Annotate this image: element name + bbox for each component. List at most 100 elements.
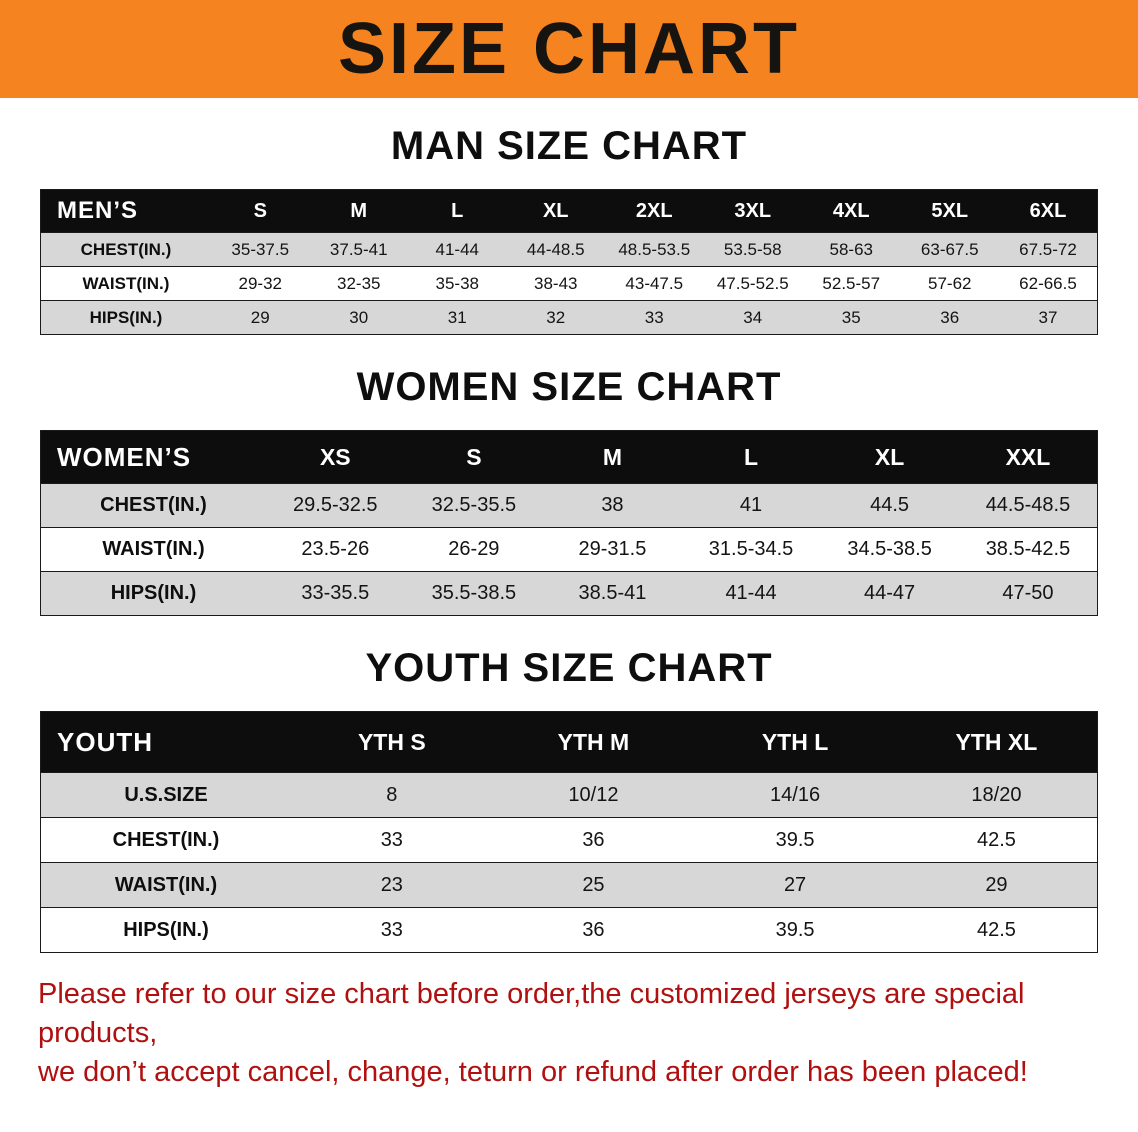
table-row: HIPS(IN.) 29 30 31 32 33 34 35 36 37 — [40, 300, 1098, 335]
row-label-cell: CHEST(IN.) — [80, 239, 172, 259]
table-row: HIPS(IN.) 33-35.5 35.5-38.5 38.5-41 41-44 44-… — [40, 571, 1098, 616]
value-cell: 23 — [380, 873, 403, 896]
value-cell: 33 — [644, 307, 664, 327]
value-cell: 41-44 — [435, 239, 479, 259]
table-row: CHEST(IN.) 29.5-32.5 32.5-35.5 38 41 44.5 44.5… — [40, 483, 1098, 528]
value-cell: 41-44 — [725, 582, 777, 604]
row-label-cell: HIPS(IN.) — [89, 307, 163, 327]
value-cell: 38.5-42.5 — [985, 538, 1071, 560]
table-row: CHEST(IN.) 33 36 39.5 42.5 — [40, 817, 1098, 863]
value-cell: 29-31.5 — [578, 538, 647, 560]
value-cell: 62-66.5 — [1019, 273, 1077, 293]
size-header-cell: YTH M — [492, 711, 695, 773]
row-label-cell: U.S.SIZE — [124, 783, 208, 806]
value-cell: 31.5-34.5 — [708, 538, 794, 560]
table-title-cell: YOUTH — [40, 711, 291, 773]
youth-section-heading: YOUTH SIZE CHART — [365, 646, 773, 690]
size-header-cell: M — [309, 189, 408, 233]
row-label-cell: WAIST(IN.) — [102, 538, 205, 560]
row-label-cell: WAIST(IN.) — [114, 873, 218, 896]
value-cell: 44-47 — [864, 582, 916, 604]
table-row: HIPS(IN.) 33 36 39.5 42.5 — [40, 907, 1098, 953]
value-cell: 44-48.5 — [526, 239, 585, 259]
value-cell: 48.5-53.5 — [618, 239, 691, 259]
value-cell: 10/12 — [568, 783, 619, 806]
table-row: CHEST(IN.) 35-37.5 37.5-41 41-44 44-48.5 48.5… — [40, 232, 1098, 267]
value-cell: 31 — [447, 307, 467, 327]
value-cell: 34.5-38.5 — [847, 538, 932, 560]
value-cell: 18/20 — [971, 783, 1022, 806]
women-size-table: WOMEN’S XS S M L XL XXL CHEST(IN.) 29.5-32.5 32.5… — [40, 430, 1098, 616]
size-header-cell: YTH XL — [895, 711, 1098, 773]
value-cell: 32 — [546, 307, 566, 327]
value-cell: 35-38 — [435, 273, 479, 293]
value-cell: 42.5 — [976, 828, 1016, 851]
value-cell: 35 — [841, 307, 861, 327]
value-cell: 29-32 — [238, 273, 282, 293]
value-cell: 29.5-32.5 — [293, 494, 378, 516]
value-cell: 35-37.5 — [231, 239, 290, 259]
value-cell: 37.5-41 — [329, 239, 388, 259]
size-header-cell: S — [404, 430, 544, 484]
size-header-cell: S — [211, 189, 310, 233]
value-cell: 52.5-57 — [822, 273, 881, 293]
row-label-cell: HIPS(IN.) — [123, 918, 209, 941]
value-cell: 42.5 — [976, 918, 1016, 941]
value-cell: 43-47.5 — [625, 273, 684, 293]
value-cell: 38 — [601, 494, 624, 516]
value-cell: 38.5-41 — [578, 582, 647, 604]
disclaimer-line-1: Please refer to our size chart before or… — [38, 978, 1025, 1050]
value-cell: 33 — [380, 828, 403, 851]
value-cell: 30 — [349, 307, 369, 327]
size-header-cell: YTH S — [291, 711, 493, 773]
value-cell: 33-35.5 — [301, 582, 370, 604]
value-cell: 57-62 — [928, 273, 972, 293]
value-cell: 41 — [739, 494, 763, 516]
disclaimer-line-2: we don’t accept cancel, change, teturn o… — [38, 1056, 1028, 1089]
value-cell: 39.5 — [775, 828, 815, 851]
value-cell: 32-35 — [337, 273, 381, 293]
size-header-cell: 2XL — [605, 189, 704, 233]
size-header-cell: XS — [266, 430, 405, 484]
value-cell: 35.5-38.5 — [431, 582, 517, 604]
size-chart-banner: SIZE CHART — [0, 0, 1138, 98]
men-size-table: MEN’S S M L XL 2XL 3XL 4XL 5XL 6XL CHEST(IN.) 35-37… — [40, 189, 1098, 335]
value-cell: 36 — [582, 918, 605, 941]
value-cell: 39.5 — [775, 918, 815, 941]
size-header-cell: YTH L — [694, 711, 896, 773]
size-header-cell: 3XL — [703, 189, 802, 233]
row-label-cell: CHEST(IN.) — [100, 494, 207, 516]
row-label-cell: CHEST(IN.) — [112, 828, 220, 851]
row-label-cell: WAIST(IN.) — [82, 273, 170, 293]
disclaimer: Please refer to our size chart before or… — [38, 975, 1100, 1092]
table-header-row: YOUTH YTH S YTH M YTH L YTH XL — [40, 711, 1098, 773]
size-header-cell: XL — [820, 430, 959, 484]
table-row: WAIST(IN.) 29-32 32-35 35-38 38-43 43-47.5 47.… — [40, 266, 1098, 301]
value-cell: 58-63 — [829, 239, 873, 259]
size-header-cell: 4XL — [802, 189, 901, 233]
value-cell: 37 — [1038, 307, 1058, 327]
value-cell: 44.5-48.5 — [985, 494, 1071, 516]
table-title-cell: MEN’S — [40, 189, 211, 233]
size-header-cell: XL — [506, 189, 605, 233]
value-cell: 53.5-58 — [723, 239, 782, 259]
table-row: U.S.SIZE 8 10/12 14/16 18/20 — [40, 772, 1098, 818]
table-header-row: WOMEN’S XS S M L XL XXL — [40, 430, 1098, 484]
value-cell: 23.5-26 — [301, 538, 370, 560]
value-cell: 29 — [250, 307, 270, 327]
value-cell: 32.5-35.5 — [431, 494, 517, 516]
row-label-cell: HIPS(IN.) — [110, 582, 197, 604]
value-cell: 47.5-52.5 — [716, 273, 789, 293]
women-section-heading: WOMEN SIZE CHART — [356, 365, 782, 409]
value-cell: 36 — [940, 307, 960, 327]
size-header-cell: L — [408, 189, 507, 233]
youth-size-table: YOUTH YTH S YTH M YTH L YTH XL U.S.SIZE 8 10/12… — [40, 711, 1098, 953]
value-cell: 27 — [783, 873, 807, 896]
banner-title: SIZE CHART — [338, 9, 800, 89]
men-section-heading: MAN SIZE CHART — [390, 124, 748, 168]
size-header-cell: L — [681, 430, 821, 484]
value-cell: 8 — [386, 783, 398, 806]
table-title-cell: WOMEN’S — [40, 430, 266, 484]
size-header-cell: M — [543, 430, 682, 484]
size-header-cell: 6XL — [999, 189, 1098, 233]
